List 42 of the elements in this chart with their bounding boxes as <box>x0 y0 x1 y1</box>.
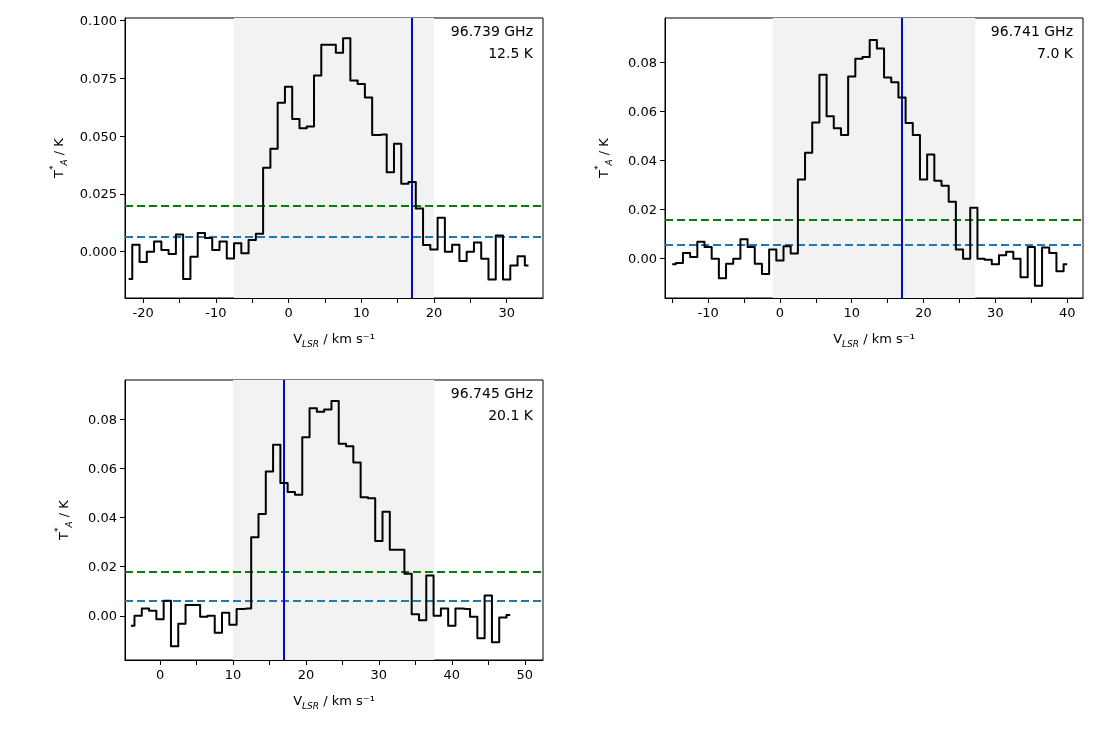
annotation: 96.741 GHz <box>990 23 1073 39</box>
annotation: 20.1 K <box>488 407 534 423</box>
y-axis-title: T*A / K <box>52 499 74 541</box>
annotation: 96.739 GHz <box>450 23 533 39</box>
x-tick-label: 40 <box>443 667 461 682</box>
x-tick-label: -20 <box>132 305 154 320</box>
x-tick-label: 10 <box>224 667 242 682</box>
y-tick-label: 0.08 <box>88 411 117 427</box>
x-tick-label: 0 <box>284 305 293 320</box>
x-tick-label: 20 <box>425 305 443 320</box>
y-axis-title: T*A / K <box>48 137 70 179</box>
x-tick-label: 20 <box>297 667 315 682</box>
y-tick-label: 0.000 <box>79 244 117 260</box>
annotation: 12.5 K <box>488 45 534 61</box>
y-tick-label: 0.00 <box>628 251 657 267</box>
x-tick-label: 30 <box>498 305 515 320</box>
x-tick-label: 30 <box>987 305 1004 320</box>
y-tick-label: 0.08 <box>628 54 657 70</box>
y-tick-label: 0.06 <box>628 103 657 119</box>
x-tick-label: -10 <box>697 305 719 320</box>
y-tick-label: 0.00 <box>88 608 117 624</box>
y-tick-label: 0.02 <box>88 559 117 575</box>
y-tick-label: 0.04 <box>88 510 117 526</box>
y-tick-label: 0.100 <box>79 12 117 28</box>
x-tick-label: 10 <box>352 305 370 320</box>
y-tick-label: 0.04 <box>628 152 657 168</box>
x-tick-label: 30 <box>370 667 388 682</box>
x-tick-label: -10 <box>205 305 227 320</box>
x-tick-label: 20 <box>915 305 932 320</box>
y-tick-label: 0.025 <box>79 186 117 202</box>
x-tick-label: 50 <box>516 667 534 682</box>
y-tick-label: 0.050 <box>79 128 117 144</box>
annotation: 7.0 K <box>1037 45 1074 61</box>
x-tick-label: 0 <box>155 667 165 682</box>
y-tick-label: 0.075 <box>79 70 117 86</box>
y-tick-label: 0.02 <box>628 202 657 218</box>
x-tick-label: 40 <box>1058 305 1076 320</box>
x-tick-label: 10 <box>843 305 861 320</box>
annotation: 96.745 GHz <box>450 385 533 401</box>
y-axis-title: T*A / K <box>592 137 614 179</box>
y-tick-label: 0.06 <box>88 460 117 476</box>
x-tick-label: 0 <box>775 305 785 320</box>
